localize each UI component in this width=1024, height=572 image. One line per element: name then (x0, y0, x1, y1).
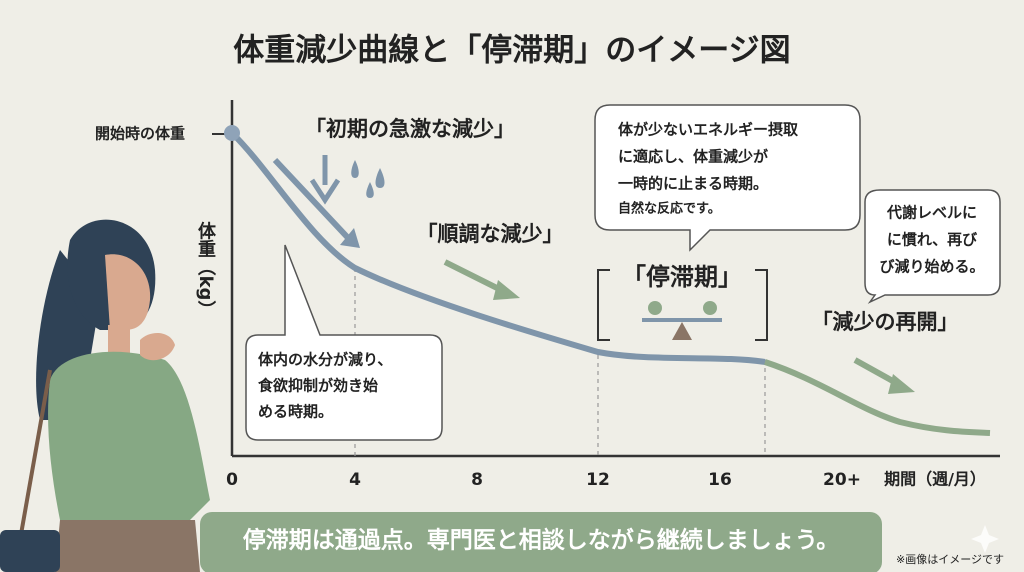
x-tick-label: 8 (471, 470, 483, 490)
bubble-text: に適応し、体重減少が (618, 148, 769, 166)
speech-bubble (864, 189, 1001, 304)
x-tick-label: 0 (226, 470, 238, 490)
phase-label: 「順調な減少」 (417, 222, 564, 246)
plateau-bracket (597, 269, 768, 341)
bubble-text: める時期。 (258, 403, 333, 421)
y-axis-label: 体重（kg） (195, 220, 216, 318)
phase-label: 「減少の再開」 (812, 310, 959, 334)
arrow-head (493, 280, 520, 300)
start-point (224, 125, 240, 141)
sparkle (971, 525, 999, 553)
bubble-text: 自然な反応です。 (618, 201, 721, 217)
bubble-text: 代謝レベルに (886, 204, 977, 222)
phase-guides (354, 268, 766, 456)
balance-icon (642, 301, 722, 340)
water-drops (351, 160, 385, 198)
footnote: ※画像はイメージです (896, 553, 1004, 566)
phase-label: 「停滞期」 (622, 263, 742, 291)
weight-curve (229, 130, 766, 365)
start-label: 開始時の体重 (95, 125, 185, 143)
x-axis-label: 期間（週/月） (884, 470, 986, 489)
bubble-text: び減り始める。 (879, 258, 984, 276)
bubble-text: 体が少ないエネルギー摂取 (618, 121, 799, 139)
phase-label: 「初期の急激な減少」 (305, 117, 515, 141)
drop-arrow (309, 155, 341, 205)
x-tick-label: 12 (586, 470, 610, 490)
x-tick-label: 16 (708, 470, 732, 490)
speech-bubble (245, 244, 443, 441)
arrow-head (340, 228, 360, 248)
x-tick-label: 4 (349, 470, 361, 490)
speech-bubble (594, 104, 861, 252)
weight-curve-resume (764, 359, 991, 436)
title: 体重減少曲線と「停滞期」のイメージ図 (233, 33, 790, 69)
banner-text: 停滞期は通過点。専門医と相談しながら継続しましょう。 (243, 527, 840, 554)
bubble-text: 体内の水分が減り、 (258, 351, 392, 369)
x-tick-label: 20+ (823, 470, 861, 490)
arrow (443, 259, 507, 295)
bubble-text: に慣れ、再び (887, 231, 977, 249)
woman-illustration (0, 219, 210, 572)
banner (200, 512, 882, 572)
bubble-text: 食欲抑制が効き始 (258, 377, 378, 395)
arrow-head (888, 374, 915, 394)
bubble-text: 一時的に止まる時期。 (618, 175, 768, 193)
arrow (272, 157, 353, 243)
